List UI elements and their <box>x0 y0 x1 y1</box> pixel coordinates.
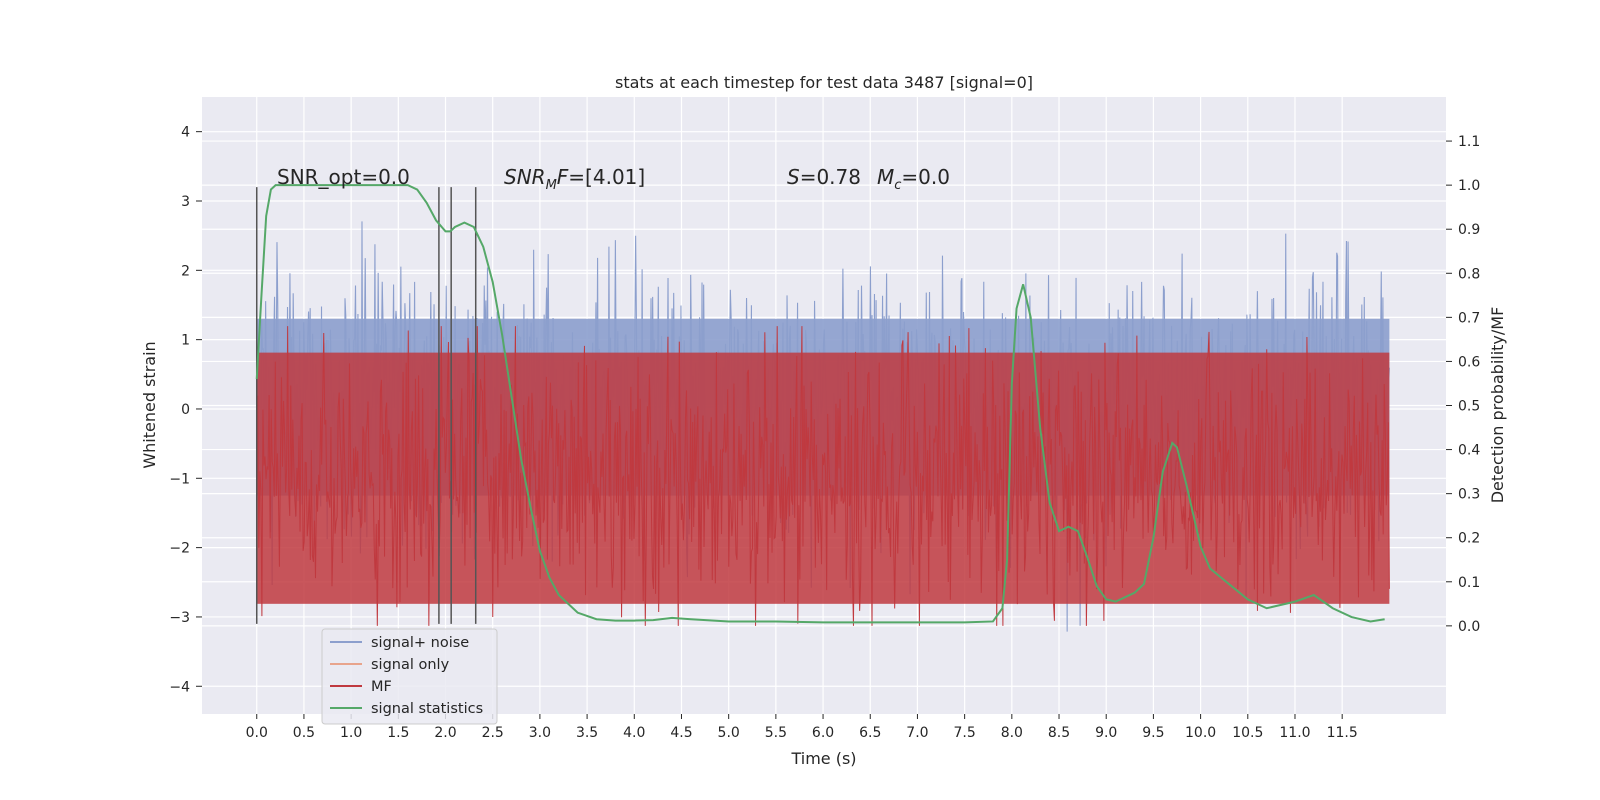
y-right-tick-label: 0.8 <box>1458 266 1480 282</box>
x-tick-label: 3.0 <box>529 725 551 741</box>
x-tick-label: 4.5 <box>670 725 692 741</box>
x-tick-label: 10.5 <box>1232 725 1263 741</box>
y-right-tick-label: 0.1 <box>1458 575 1480 591</box>
y-right-tick-label: 0.6 <box>1458 354 1480 370</box>
y-left-tick-label: −4 <box>169 679 190 695</box>
y-left-tick-label: 4 <box>181 125 190 141</box>
x-tick-label: 7.0 <box>906 725 928 741</box>
x-tick-label: 9.0 <box>1095 725 1117 741</box>
y-left-tick-label: 2 <box>181 263 190 279</box>
x-tick-label: 5.0 <box>718 725 740 741</box>
x-tick-label: 2.0 <box>434 725 456 741</box>
mf-trace <box>256 326 1390 626</box>
legend-label-mf: MF <box>371 679 392 695</box>
x-tick-label: 8.0 <box>1001 725 1023 741</box>
x-tick-label: 0.5 <box>293 725 315 741</box>
y-right-tick-label: 0.9 <box>1458 222 1480 238</box>
y-right-tick-label: 0.7 <box>1458 310 1480 326</box>
y-right-tick-label: 0.0 <box>1458 619 1480 635</box>
legend-label-signal-statistics: signal statistics <box>371 701 483 717</box>
x-tick-label: 0.0 <box>246 725 268 741</box>
y-right-axis-ticks: 1.1 1.0 0.9 0.8 0.7 0.6 0.5 0.4 0.3 0.2 0.1 0.0 <box>1446 134 1480 635</box>
x-tick-label: 6.0 <box>812 725 834 741</box>
y-right-tick-label: 0.2 <box>1458 531 1480 547</box>
signal-statistics-line <box>255 184 1385 624</box>
x-axis-ticks: 0.0 0.5 1.0 1.5 2.0 2.5 3.0 3.5 4.0 4.5 5.0 5.5 6.0 6… <box>246 714 1358 741</box>
y-left-axis-label: Whitened strain <box>140 341 159 468</box>
y-left-tick-label: 0 <box>181 402 190 418</box>
vertical-markers <box>255 187 477 624</box>
x-tick-label: 6.5 <box>859 725 881 741</box>
legend: signal+ noise signal only MF signal stat… <box>321 628 498 725</box>
x-tick-label: 7.5 <box>954 725 976 741</box>
x-tick-label: 11.0 <box>1279 725 1310 741</box>
y-right-tick-label: 0.4 <box>1458 443 1480 459</box>
y-right-axis-label: Detection probability/MF <box>1488 307 1507 504</box>
x-axis-label: Time (s) <box>790 749 856 768</box>
y-right-tick-label: 0.3 <box>1458 487 1480 503</box>
chart-title: stats at each timestep for test data 348… <box>615 73 1033 92</box>
x-tick-label: 3.5 <box>576 725 598 741</box>
x-tick-label: 5.5 <box>765 725 787 741</box>
signal-statistics-series <box>255 184 1385 624</box>
x-tick-label: 4.0 <box>623 725 645 741</box>
annotation-s-mc: S=0.78 Mc=0.0 <box>787 165 950 193</box>
x-tick-label: 1.5 <box>387 725 409 741</box>
y-left-tick-label: −2 <box>169 541 190 557</box>
annotation-snr-mf: SNRMF=[4.01] <box>504 165 645 193</box>
x-tick-label: 9.5 <box>1142 725 1164 741</box>
x-tick-label: 8.5 <box>1048 725 1070 741</box>
y-left-tick-label: 1 <box>181 333 190 349</box>
legend-label-signal-only: signal only <box>371 657 450 673</box>
legend-label-signal-noise: signal+ noise <box>371 635 469 651</box>
annotation-snr-opt: SNR_opt=0.0 <box>277 165 410 189</box>
x-tick-label: 11.5 <box>1327 725 1358 741</box>
x-tick-label: 10.0 <box>1185 725 1216 741</box>
y-left-tick-label: −1 <box>169 471 190 487</box>
legend-box <box>321 628 498 725</box>
y-left-tick-label: −3 <box>169 610 190 626</box>
x-tick-label: 1.0 <box>340 725 362 741</box>
x-tick-label: 2.5 <box>482 725 504 741</box>
y-left-axis-ticks: 4 3 2 1 0 −1 −2 −3 −4 <box>169 125 202 695</box>
mf-series <box>256 326 1390 626</box>
y-right-tick-label: 0.5 <box>1458 399 1480 415</box>
y-right-tick-label: 1.0 <box>1458 178 1480 194</box>
y-right-tick-label: 1.1 <box>1458 134 1480 150</box>
y-left-tick-label: 3 <box>181 194 190 210</box>
